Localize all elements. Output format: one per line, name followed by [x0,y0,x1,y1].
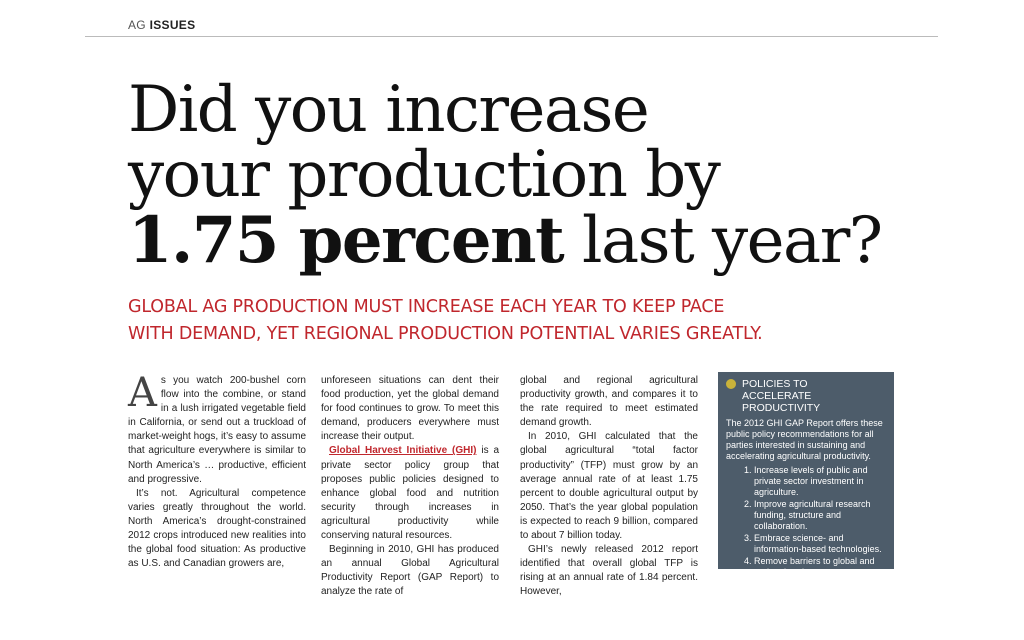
paragraph: In 2010, GHI calculated that the global … [520,431,698,542]
headline-bold: 1.75 percent [128,203,565,278]
list-item: Remove barriers to global and regional t… [754,556,886,578]
sidebar-title: POLICIES TO ACCELERATE PRODUCTIVITY [726,378,886,414]
subhead: GLOBAL AG PRODUCTION MUST INCREASE EACH … [128,294,763,348]
column: unforeseen situations can dent their foo… [321,374,499,600]
paragraph: GHI’s newly released 2012 report identif… [520,544,698,598]
headline: Did you increase your production by 1.75… [128,73,883,274]
sidebar-intro: The 2012 GHI GAP Report offers these pub… [726,418,883,461]
sidebar: POLICIES TO ACCELERATE PRODUCTIVITY The 2… [718,372,894,577]
title-line: POLICIES TO [742,378,808,390]
list-item: Increase levels of public and private se… [754,465,886,498]
text: s you watch 200-bushel corn flow into th… [128,375,306,485]
paragraph: Beginning in 2010, GHI has produced an a… [321,544,499,598]
headline-line: your production by [128,138,721,212]
section-bold: ISSUES [149,18,196,32]
section-label: AG ISSUES [128,18,195,32]
title-line: ACCELERATE PRODUCTIVITY [742,390,821,414]
headline-line: 1.75 percent last year? [128,208,883,274]
section: AG [128,18,146,32]
column: global and regional agricultural product… [520,374,698,600]
list-item: Embrace science- and information-based t… [754,533,886,555]
subhead-line: GLOBAL AG PRODUCTION MUST INCREASE EACH … [128,297,725,317]
paragraph: unforeseen situations can dent their foo… [321,375,499,443]
paragraph: global and regional agricultural product… [520,375,698,429]
headline-line: Did you increase [128,73,650,147]
paragraph: It’s not. Agricultural competence varies… [128,487,306,570]
link[interactable]: Global Harvest Initiative (GHI) [329,445,477,457]
list-item: Improve agricultural research funding, s… [754,499,886,532]
icon [726,379,736,389]
headline-rest: last year? [581,204,883,278]
subhead-line: WITH DEMAND, YET REGIONAL PRODUCTION POT… [128,324,763,344]
sidebar-list: Increase levels of public and private se… [726,465,886,578]
drop-cap: A [128,370,157,416]
text: is a private sector policy group that pr… [321,445,500,542]
paragraph: Global Harvest Initiative (GHI) is a pri… [321,444,499,543]
header-rule [85,36,938,37]
